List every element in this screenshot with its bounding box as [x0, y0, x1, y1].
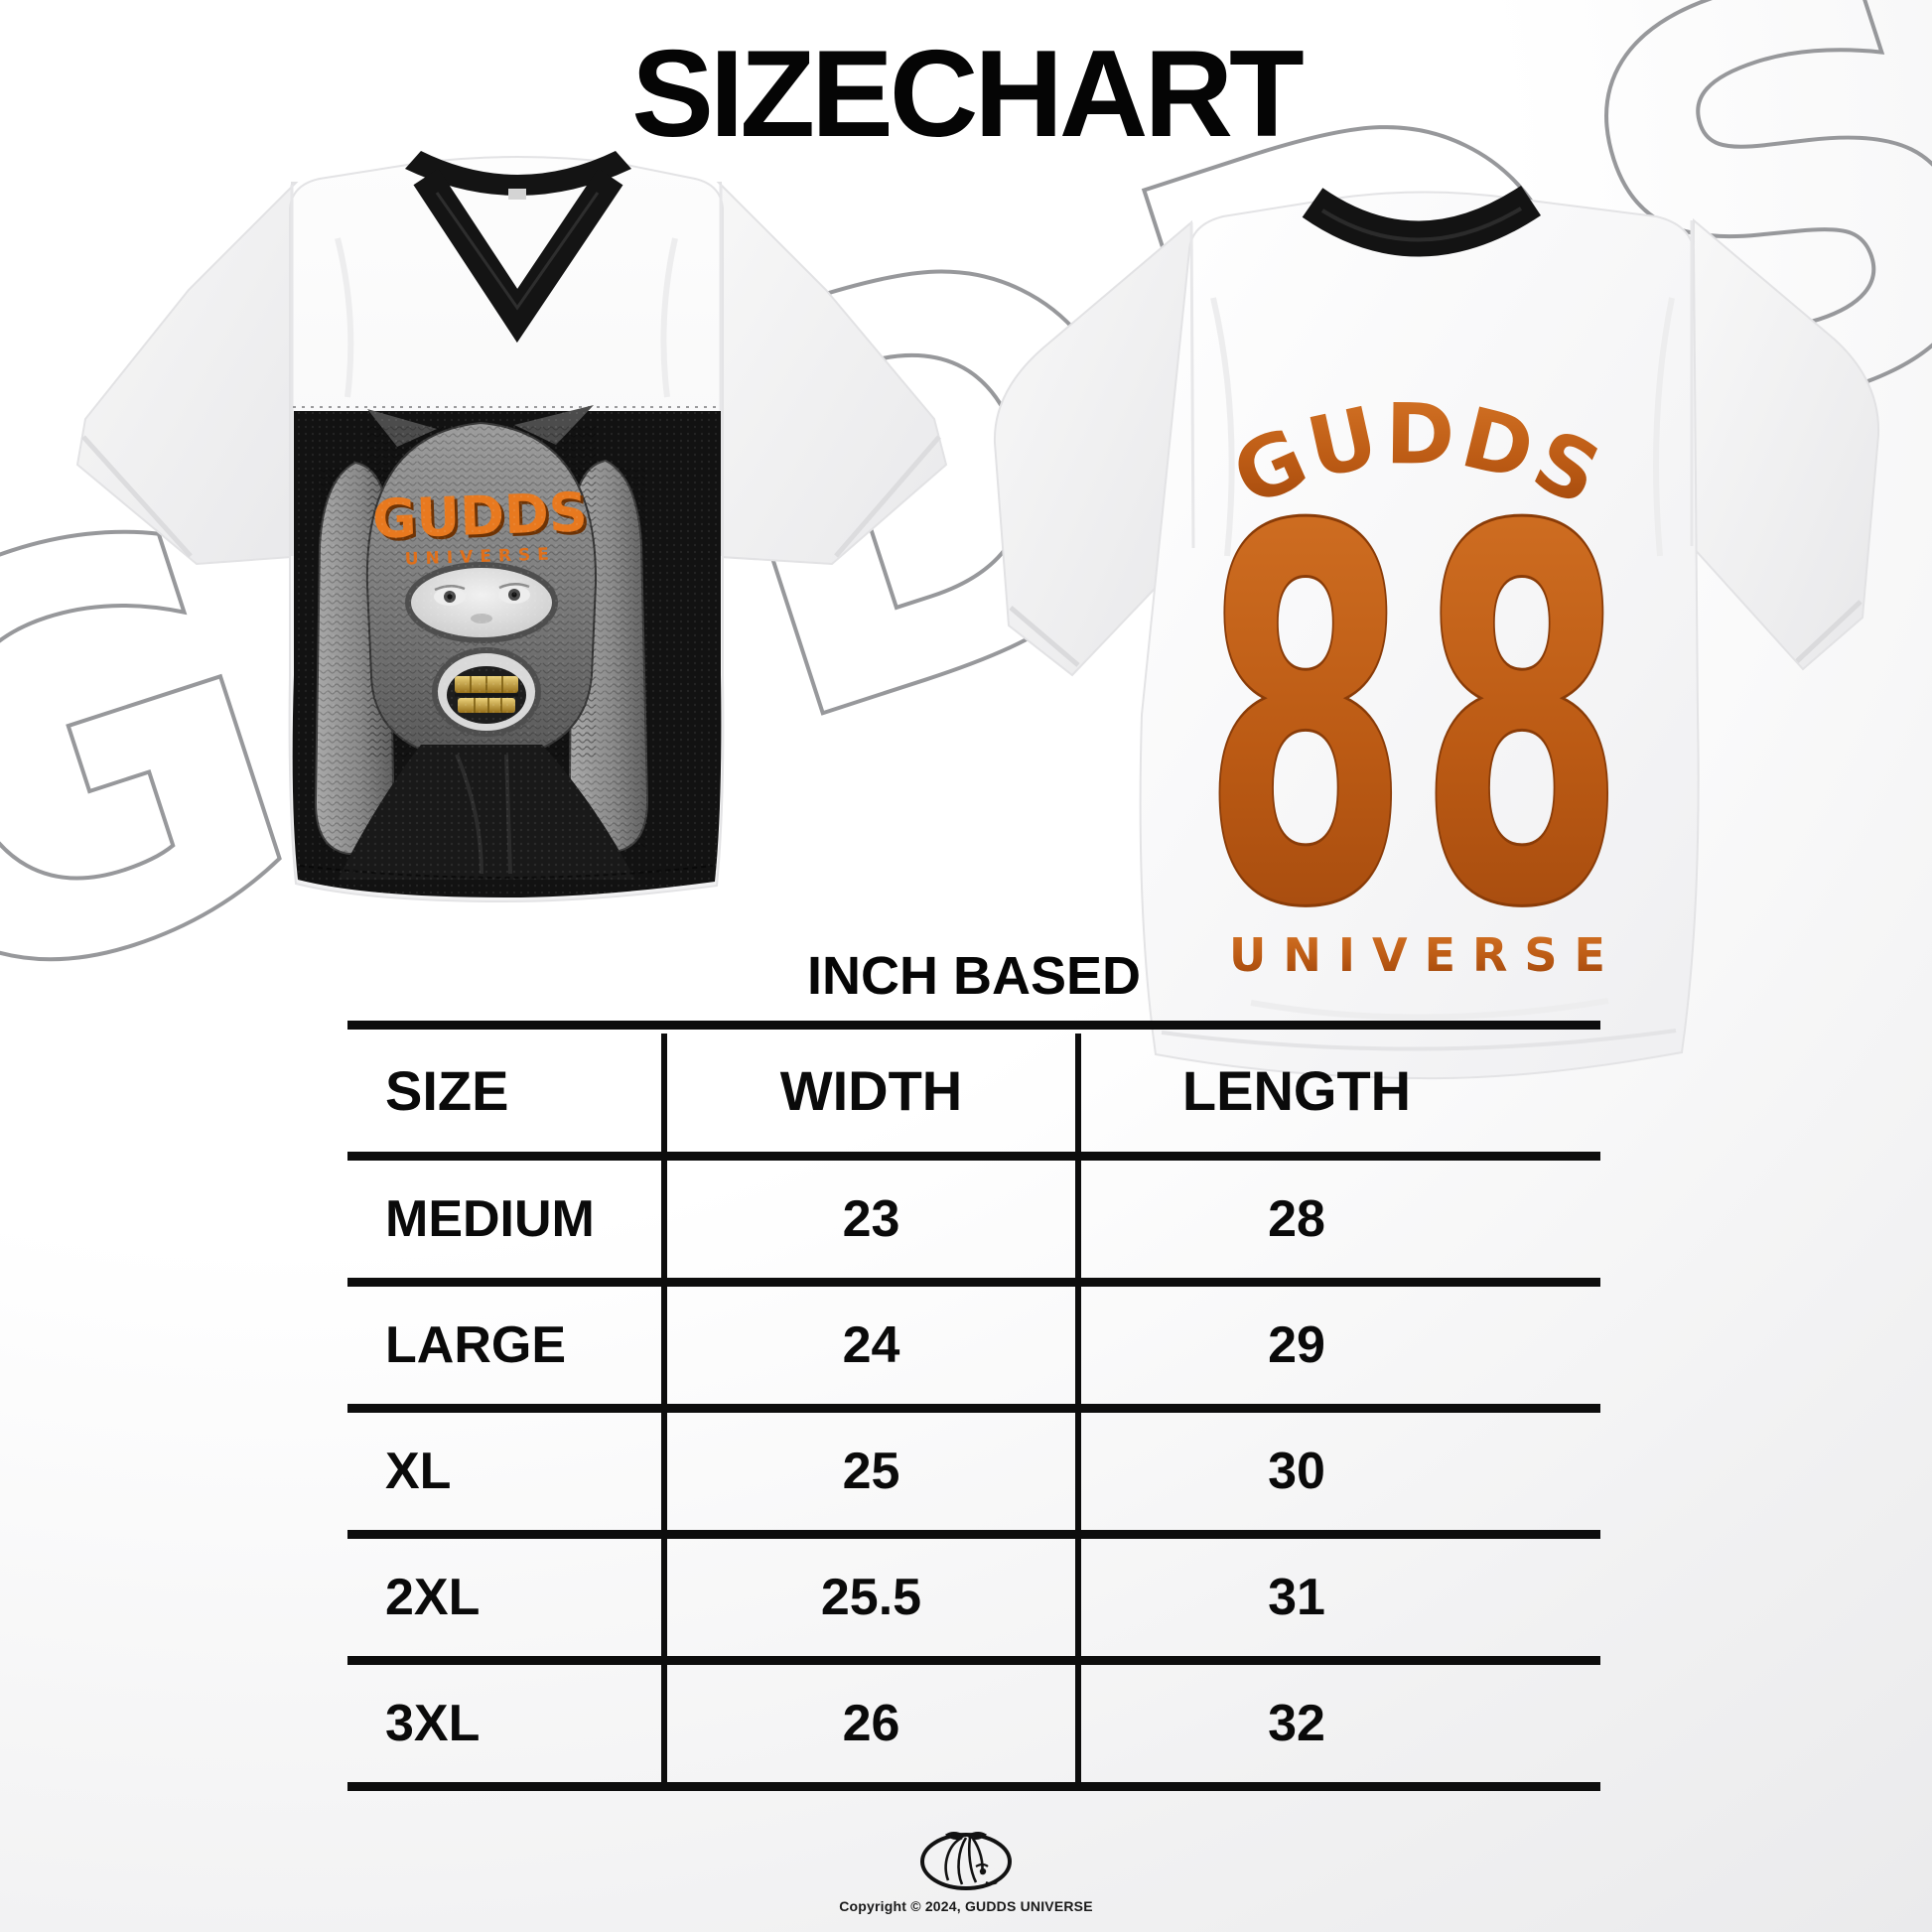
row-size-label: MEDIUM	[385, 1190, 595, 1248]
row-length-value: 29	[1268, 1316, 1325, 1374]
row-length-value: 28	[1268, 1190, 1325, 1248]
row-size-label: XL	[385, 1443, 452, 1500]
table-row: 3XL 26 32	[347, 1665, 1600, 1791]
table-row: 2XL 25.5 31	[347, 1539, 1600, 1665]
size-table: SIZE WIDTH LENGTH MEDIUM 23 28 LARGE 24 …	[347, 1021, 1600, 1791]
row-width-value: 25.5	[820, 1569, 922, 1626]
back-number: 88	[1201, 420, 1634, 1022]
table-divider-1	[661, 1034, 667, 1787]
table-header-row: SIZE WIDTH LENGTH	[347, 1030, 1600, 1161]
table-divider-2	[1075, 1034, 1081, 1787]
back-jersey-body	[1139, 191, 1700, 1080]
row-length-value: 31	[1268, 1569, 1325, 1626]
front-collar	[405, 151, 631, 344]
front-right-sleeve	[716, 182, 948, 566]
back-collection-text: UNIVERSE	[1229, 928, 1622, 982]
front-left-sleeve	[75, 182, 299, 566]
row-size-label: LARGE	[385, 1316, 566, 1374]
header-width: WIDTH	[779, 1059, 963, 1122]
back-collar	[1302, 185, 1541, 257]
table-row: MEDIUM 23 28	[347, 1161, 1600, 1287]
header-size: SIZE	[385, 1059, 509, 1122]
row-length-value: 32	[1268, 1695, 1325, 1752]
row-width-value: 26	[842, 1695, 900, 1752]
table-row: LARGE 24 29	[347, 1287, 1600, 1413]
back-jersey: GUDDS 88 UNIVERSE	[993, 185, 1880, 1080]
row-width-value: 23	[842, 1190, 900, 1248]
back-prints: GUDDS 88 UNIVERSE	[1200, 385, 1634, 1023]
table-row: XL 25 30	[347, 1413, 1600, 1539]
row-width-value: 25	[842, 1443, 900, 1500]
row-size-label: 3XL	[385, 1695, 481, 1752]
back-right-sleeve	[1690, 217, 1880, 671]
row-size-label: 2XL	[385, 1569, 481, 1626]
row-width-value: 24	[842, 1316, 900, 1374]
table-caption: INCH BASED	[806, 946, 1142, 1006]
row-length-value: 30	[1268, 1443, 1325, 1500]
copyright-text: Copyright © 2024, GUDDS UNIVERSE	[839, 1898, 1093, 1914]
header-length: LENGTH	[1181, 1059, 1412, 1122]
gudds-universe-logo	[920, 1832, 1012, 1890]
back-left-sleeve	[993, 219, 1195, 677]
page-title: SIZECHART	[631, 26, 1305, 163]
front-jersey: GUDDS GUDDS UNIVERSE	[75, 151, 948, 903]
